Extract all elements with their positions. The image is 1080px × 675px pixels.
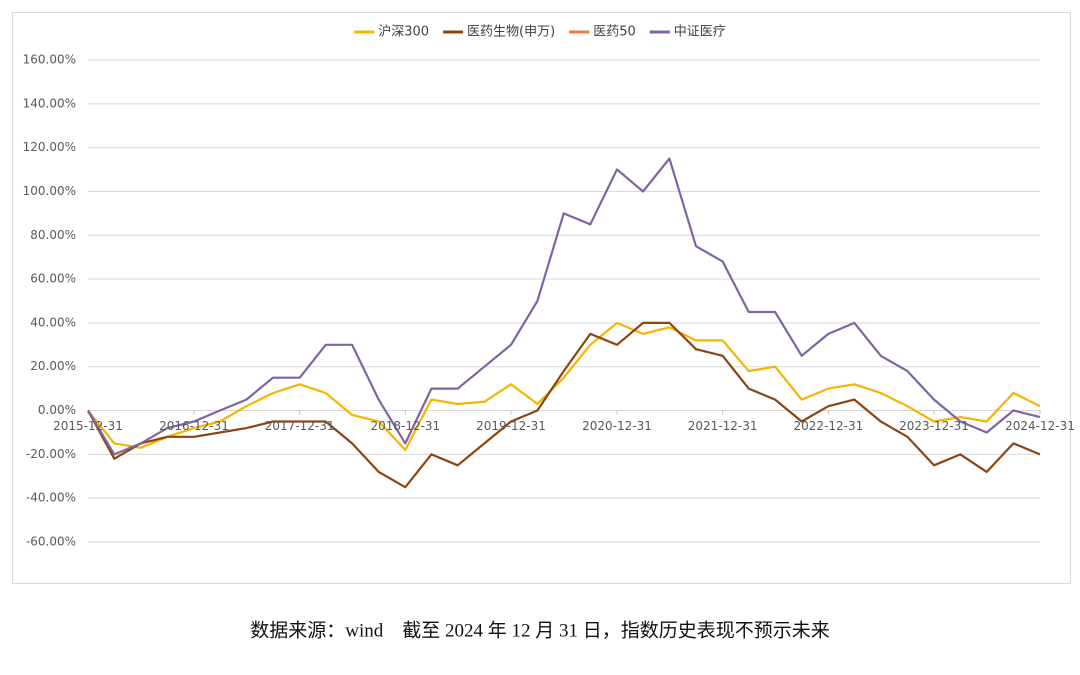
y-tick-label: 120.00% [23, 140, 76, 154]
series-line [87, 321, 1041, 489]
x-tick-label: 2015-12-31 [53, 419, 123, 433]
legend-label: 中证医疗 [674, 25, 726, 40]
y-tick-label: 140.00% [23, 96, 76, 110]
x-tick-label: 2024-12-31 [1005, 419, 1075, 433]
x-tick-label: 2017-12-31 [265, 419, 335, 433]
legend-item: 医药50 [569, 25, 636, 40]
legend-item: 沪深300 [354, 24, 429, 40]
legend-item: 中证医疗 [649, 25, 726, 40]
y-tick-label: -60.00% [26, 535, 76, 549]
y-tick-label: 40.00% [30, 315, 76, 329]
y-tick-label: 0.00% [38, 403, 76, 417]
y-tick-label: 100.00% [23, 184, 76, 198]
y-tick-label: 60.00% [30, 272, 76, 286]
legend-label: 医药50 [593, 25, 636, 40]
y-tick-label: -20.00% [26, 447, 76, 461]
x-tick-label: 2016-12-31 [159, 419, 229, 433]
series-line [87, 157, 1041, 456]
x-tick-label: 2020-12-31 [582, 419, 652, 433]
y-tick-label: -40.00% [26, 491, 76, 505]
y-tick-label: 160.00% [23, 53, 76, 67]
legend-item: 医药生物(申万) [443, 25, 555, 40]
source-note: 数据来源：wind 截至 2024 年 12 月 31 日，指数历史表现不预示未… [250, 619, 830, 641]
x-tick-label: 2022-12-31 [793, 419, 863, 433]
x-tick-label: 2023-12-31 [899, 419, 969, 433]
x-tick-label: 2019-12-31 [476, 419, 546, 433]
legend-label: 沪深300 [378, 24, 429, 40]
chart-frame [12, 12, 1071, 584]
legend-label: 医药生物(申万) [467, 25, 555, 40]
y-tick-label: 20.00% [30, 359, 76, 373]
x-tick-label: 2021-12-31 [688, 419, 758, 433]
series-line [87, 321, 1041, 452]
y-tick-label: 80.00% [30, 228, 76, 242]
x-tick-label: 2018-12-31 [370, 419, 440, 433]
